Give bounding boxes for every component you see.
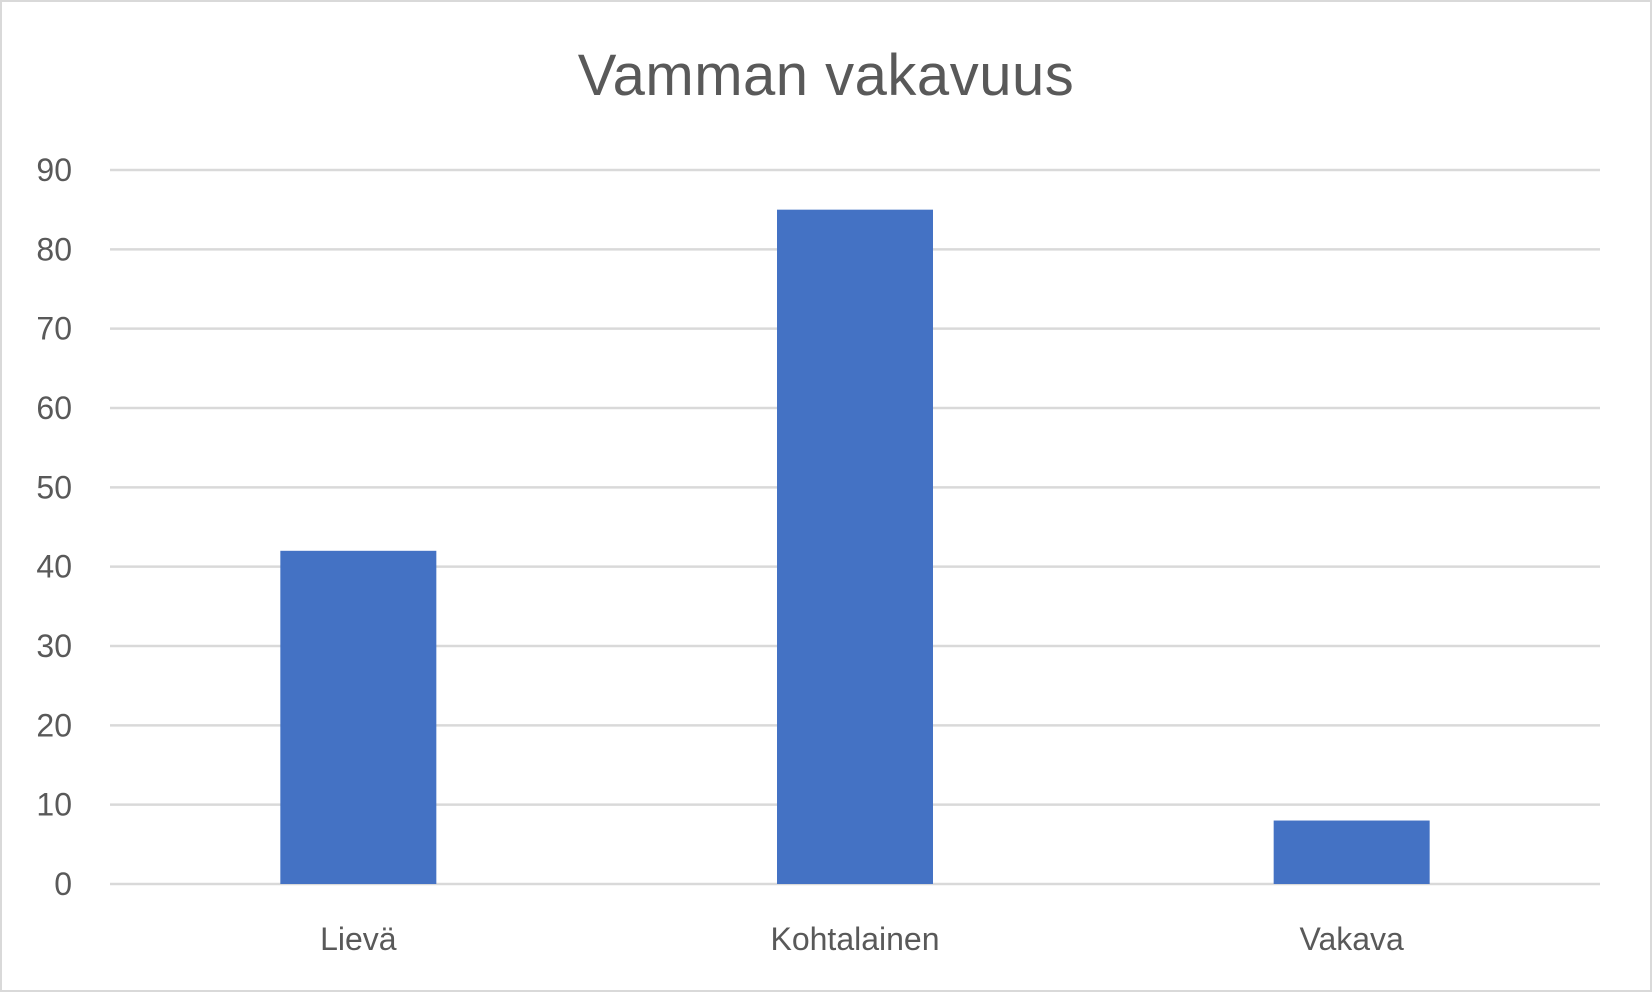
y-tick-label: 10 bbox=[36, 787, 72, 823]
x-axis: Lievä Kohtalainen Vakava bbox=[320, 921, 1404, 957]
x-tick-label: Lievä bbox=[320, 921, 397, 957]
y-tick-label: 20 bbox=[36, 707, 72, 743]
bar-vakava bbox=[1273, 820, 1430, 884]
x-tick-label: Kohtalainen bbox=[770, 921, 939, 957]
y-tick-label: 60 bbox=[36, 390, 72, 426]
y-tick-label: 0 bbox=[54, 866, 72, 902]
y-tick-label: 50 bbox=[36, 469, 72, 505]
bar-lievä bbox=[280, 550, 437, 884]
y-tick-label: 70 bbox=[36, 311, 72, 347]
chart-title: Vamman vakavuus bbox=[577, 43, 1075, 108]
y-tick-label: 90 bbox=[36, 152, 72, 188]
x-tick-label: Vakava bbox=[1299, 921, 1404, 957]
y-tick-label: 40 bbox=[36, 549, 72, 585]
y-tick-label: 80 bbox=[36, 231, 72, 267]
y-tick-label: 30 bbox=[36, 628, 72, 664]
bar-kohtalainen bbox=[777, 209, 933, 884]
y-axis: 0 10 20 30 40 50 60 70 80 90 bbox=[36, 152, 72, 902]
bars bbox=[280, 209, 1430, 884]
